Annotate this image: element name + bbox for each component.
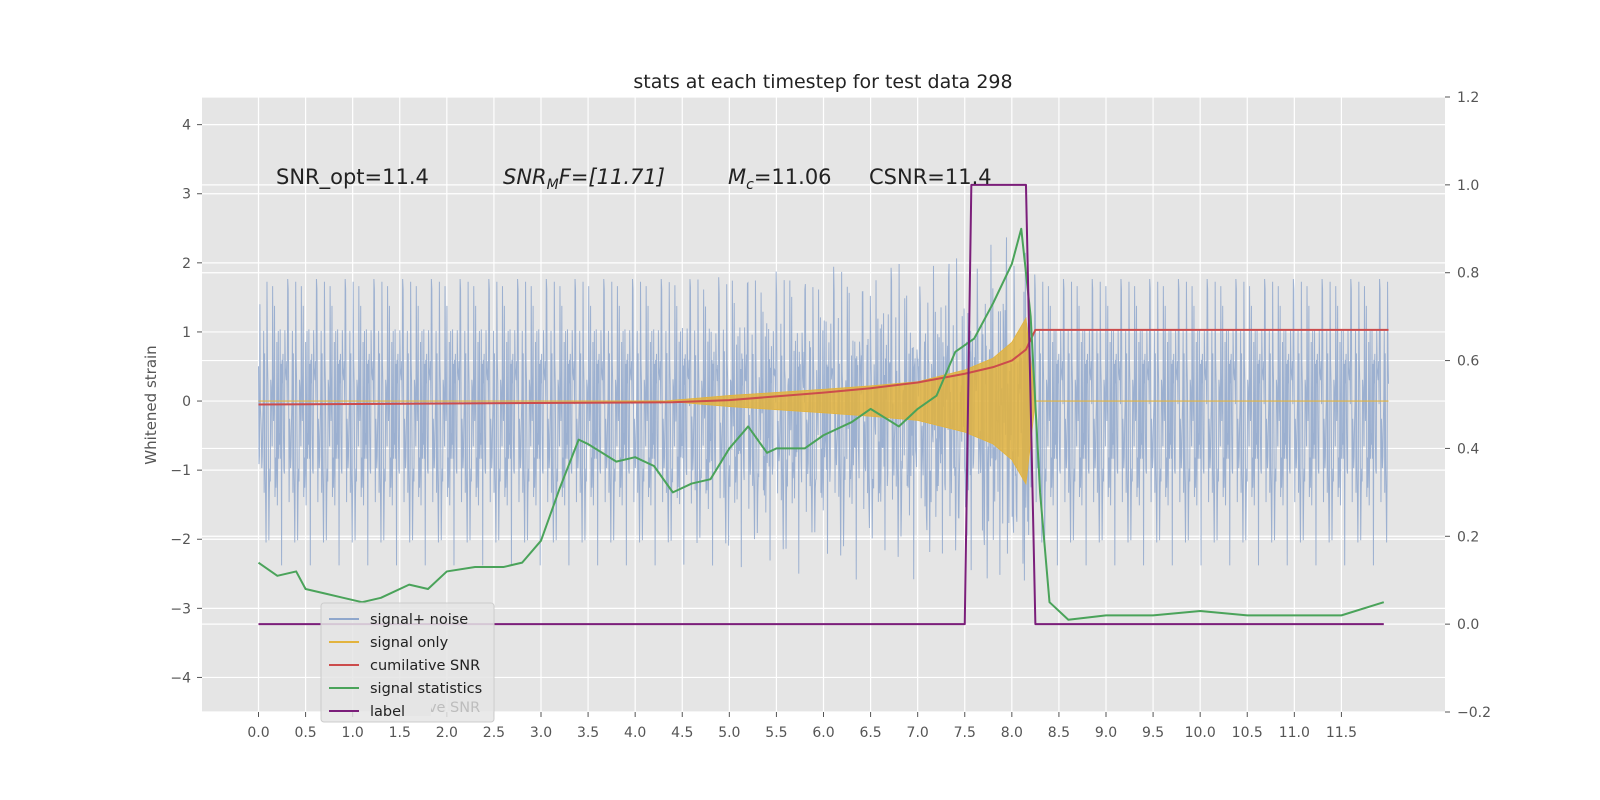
legend-label: label: [370, 704, 405, 720]
legend: cumilative SNR signal+ noise signal only c…: [320, 602, 495, 723]
y2-tick-label: −0.2: [1457, 705, 1491, 721]
y-tick-label: −1: [170, 463, 191, 479]
x-tick-label: 5.5: [765, 725, 787, 741]
x-tick-label: 11.5: [1326, 725, 1357, 741]
x-tick-label: 3.5: [577, 725, 599, 741]
x-tick-label: 7.0: [907, 725, 929, 741]
y-tick-label: 2: [182, 256, 191, 272]
line-series: [257, 183, 1389, 626]
x-tick-label: 6.5: [859, 725, 881, 741]
x-tick-label: 9.5: [1142, 725, 1164, 741]
annotation-snr-mf-main: SNR: [503, 165, 547, 189]
x-tick-label: 1.0: [342, 725, 364, 741]
x-tick-label: 11.0: [1279, 725, 1310, 741]
annotation-snr-mf: SNRMF=[11.71]: [503, 165, 665, 193]
legend-label: signal statistics: [370, 681, 482, 697]
x-tick-label: 9.0: [1095, 725, 1117, 741]
legend-mask: [371, 700, 431, 716]
annotation-snr-mf-sub: M: [547, 177, 559, 193]
annotation-snr-opt: SNR_opt=11.4: [276, 165, 429, 190]
annotation-csnr: CSNR=11.4: [869, 165, 992, 189]
x-tick-label: 10.5: [1232, 725, 1263, 741]
legend-entries: signal+ noise signal only cumilative SNR si…: [329, 612, 482, 720]
x-tick-label: 4.0: [624, 725, 646, 741]
y2-tick-label: 0.0: [1457, 617, 1479, 633]
y-axis-label: Whitened strain: [142, 345, 160, 464]
annotation-mc-rest: =11.06: [754, 165, 832, 189]
y-tick-label: 3: [182, 187, 191, 203]
x-tick-label: 0.5: [294, 725, 316, 741]
x-tick-label: 1.5: [389, 725, 411, 741]
x-tick-label: 4.5: [671, 725, 693, 741]
annotation-mc: Mc=11.06: [728, 165, 832, 193]
x-tick-label: 2.0: [436, 725, 458, 741]
annotation-snr-mf-rest: F=[11.71]: [559, 165, 665, 189]
x-tick-label: 8.5: [1048, 725, 1070, 741]
chart-title: stats at each timestep for test data 298: [633, 71, 1012, 93]
legend-label: signal+ noise: [370, 612, 468, 628]
y-tick-label: 1: [182, 325, 191, 341]
annotation-mc-sub: c: [746, 177, 754, 193]
y-tick-label: 0: [182, 394, 191, 410]
y-tick-label: 4: [182, 118, 191, 134]
y-tick-label: −2: [170, 532, 191, 548]
y2-tick-label: 0.6: [1457, 354, 1479, 370]
annotation-mc-main: M: [728, 165, 746, 189]
signal-noise-series: [258, 237, 1389, 581]
y2-tick-label: 1.0: [1457, 178, 1479, 194]
x-tick-label: 0.0: [247, 725, 269, 741]
label-line: [258, 183, 1384, 626]
legend-label: signal only: [370, 635, 449, 651]
x-tick-label: 5.0: [718, 725, 740, 741]
y2-tick-label: 0.2: [1457, 529, 1479, 545]
signal-noise-line: [258, 237, 1389, 581]
signal-statistics-line: [257, 227, 1385, 621]
y-tick-label: −3: [170, 601, 191, 617]
y-tick-label: −4: [170, 670, 191, 686]
x-tick-label: 6.0: [812, 725, 834, 741]
y2-tick-label: 0.8: [1457, 266, 1479, 282]
x-tick-label: 8.0: [1001, 725, 1023, 741]
y2-tick-label: 1.2: [1457, 90, 1479, 106]
x-tick-label: 7.5: [954, 725, 976, 741]
x-tick-label: 10.0: [1185, 725, 1216, 741]
legend-box: [320, 602, 495, 723]
y2-tick-label: 0.4: [1457, 441, 1479, 457]
cumilative-snr-line: [258, 328, 1389, 406]
legend-label: cumilative SNR: [370, 658, 480, 674]
axes: 0.0 0.5 1.0 1.5 2.0 2.5 3.0 3.5 4.0 4.5 5.0 5.5 6.0 6…: [170, 90, 1491, 741]
x-tick-label: 3.0: [530, 725, 552, 741]
x-tick-label: 2.5: [483, 725, 505, 741]
